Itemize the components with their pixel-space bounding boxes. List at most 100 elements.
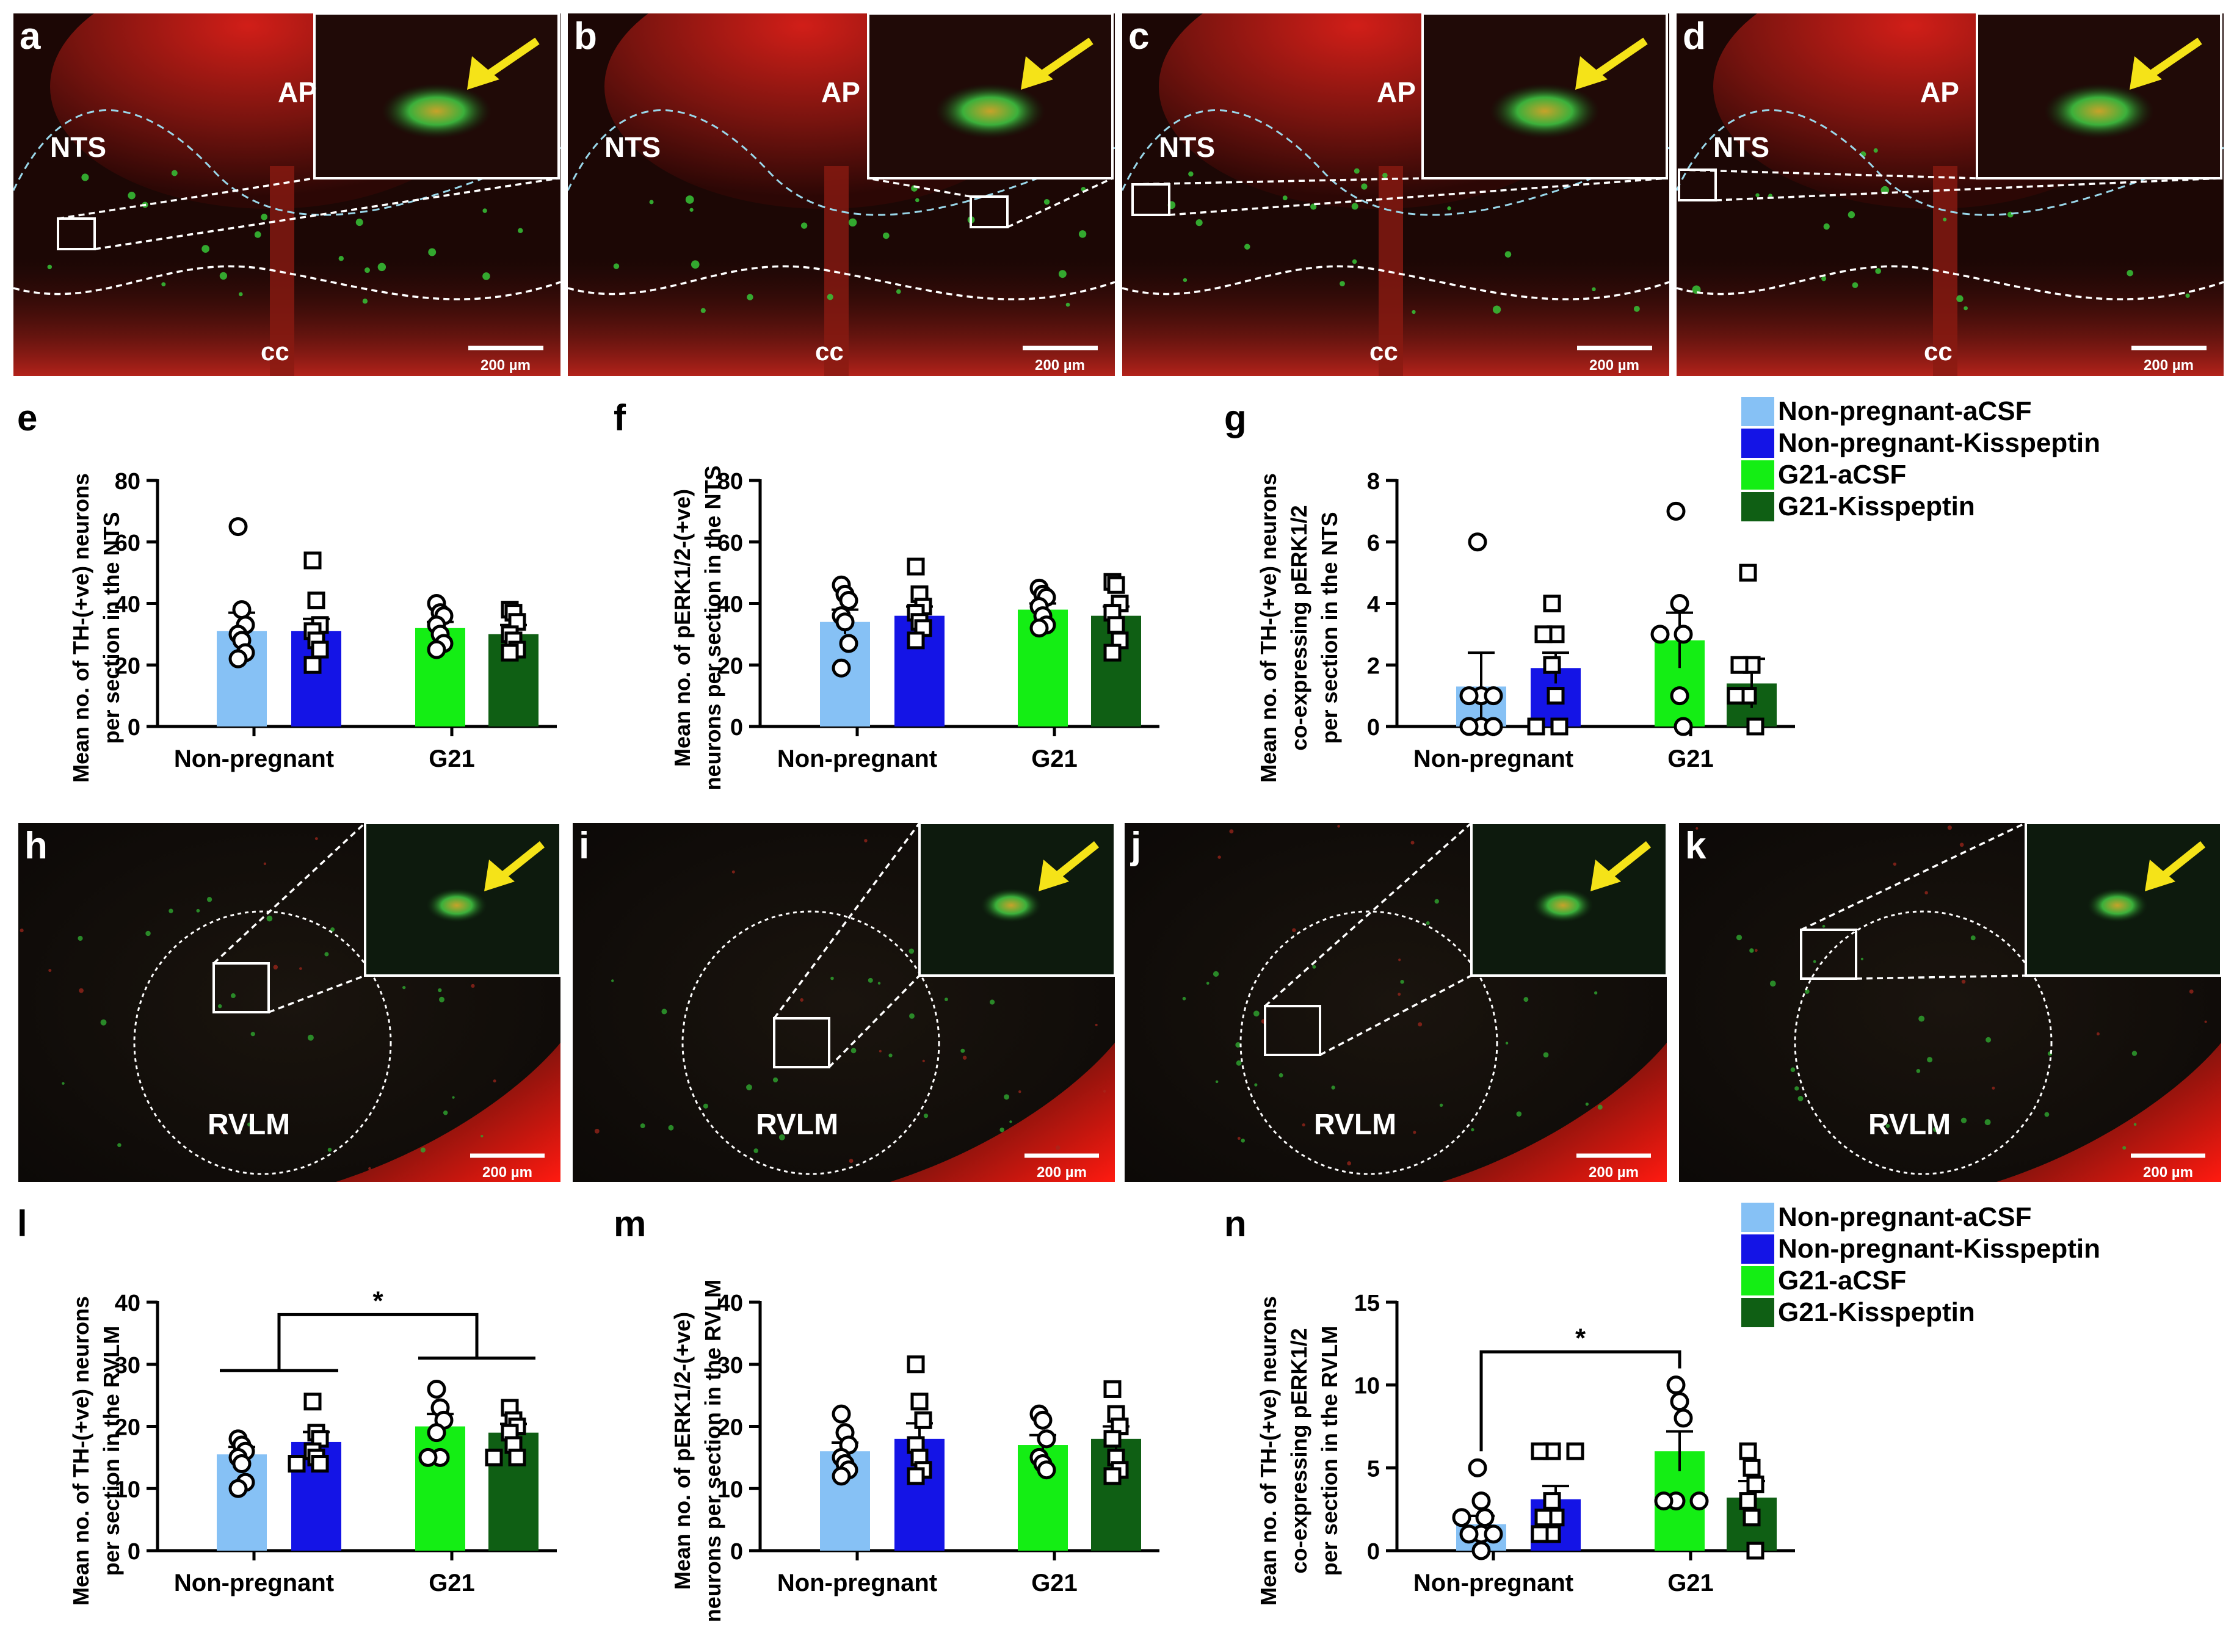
zoom-line [1132, 177, 1423, 186]
y-tick-label: 0 [128, 715, 140, 741]
green-cell [364, 267, 370, 274]
y-tick-label: 80 [115, 469, 140, 495]
legend-label: G21-aCSF [1778, 1266, 1906, 1295]
y-axis-title: co-expressing pERK1/2 [1286, 505, 1311, 750]
red-cell [1893, 862, 1897, 866]
data-point [232, 600, 252, 620]
arrow-head [1575, 56, 1608, 90]
green-cell [1970, 935, 1976, 941]
y-axis-title: per section in the NTS [99, 512, 124, 744]
legend: Non-pregnant-aCSFNon-pregnant-Kisspeptin… [1741, 396, 2100, 521]
data-point [1459, 717, 1479, 736]
red-cell [1754, 949, 1758, 952]
data-point [1037, 1460, 1056, 1480]
red-cell [1095, 1023, 1098, 1026]
green-cell [327, 1148, 332, 1152]
green-cell [247, 1122, 252, 1127]
rvlm-outline [681, 910, 940, 1175]
green-cell [1633, 305, 1640, 312]
green-cell [362, 299, 368, 304]
y-axis-title: per section in the RVLM [99, 1326, 124, 1576]
region-boundary [568, 265, 1115, 300]
data-point [1033, 1410, 1053, 1430]
green-cell [100, 1019, 107, 1026]
red-cell [493, 1079, 496, 1083]
data-point [1743, 1509, 1761, 1527]
green-cell [923, 1114, 929, 1118]
green-cell [1043, 199, 1050, 205]
green-cell [689, 208, 694, 212]
green-cell [685, 195, 694, 204]
label-rvlm: RVLM [1314, 1109, 1396, 1141]
green-cell [196, 908, 200, 913]
zoom-line [1855, 974, 2026, 980]
green-cell [703, 1103, 708, 1109]
y-tick-label: 30 [717, 1353, 743, 1378]
scale-bar-label: 200 µm [1037, 1164, 1087, 1181]
green-cell [78, 935, 83, 941]
green-cell [999, 1128, 1004, 1132]
green-cell [1351, 203, 1358, 210]
green-cell [883, 232, 890, 239]
green-cell [1821, 276, 1827, 281]
green-cell [1182, 996, 1186, 1001]
panel-letter: l [17, 1203, 27, 1244]
green-cell [1505, 1042, 1509, 1045]
data-point [1746, 717, 1764, 736]
green-cell [1361, 183, 1368, 190]
red-cell [20, 929, 24, 933]
x-category-label: G21 [429, 745, 475, 772]
green-cell [169, 908, 173, 913]
y-tick-label: 6 [1367, 531, 1380, 556]
green-cell [1254, 1083, 1258, 1087]
data-point [1746, 1542, 1764, 1560]
red-cell [2204, 1020, 2207, 1023]
green-cell [1873, 148, 1878, 153]
red-cell [1018, 1090, 1021, 1093]
red-cell [1055, 1145, 1061, 1150]
red-cell [1347, 1161, 1352, 1165]
y-axis-title: neurons per section in the NTS [700, 465, 725, 790]
x-category-label: Non-pregnant [1413, 1570, 1573, 1596]
roi-box [212, 962, 270, 1013]
data-point [1527, 717, 1545, 736]
green-cell [1195, 219, 1203, 226]
green-cell [1523, 997, 1529, 1002]
label-cc: cc [1924, 337, 1953, 366]
green-cell [438, 988, 442, 993]
green-cell [1447, 206, 1451, 211]
green-cell [1749, 948, 1754, 953]
red-cell [1695, 827, 1699, 830]
red-cell [299, 967, 302, 970]
green-cell [668, 1125, 674, 1131]
panel-letter: d [1683, 15, 1706, 57]
data-point [1666, 501, 1686, 521]
green-cell [1592, 287, 1596, 292]
region-boundary [1122, 265, 1669, 300]
green-cell [2133, 1123, 2137, 1126]
green-cell [443, 1110, 448, 1115]
zoom-line [1169, 177, 1667, 216]
green-cell [1382, 172, 1388, 178]
red-cell [1961, 979, 1966, 984]
y-tick-label: 40 [115, 592, 140, 618]
green-cell [219, 272, 228, 280]
red-cell [314, 837, 318, 841]
green-cell [1241, 1139, 1246, 1143]
zoom-line [57, 177, 315, 220]
red-cell [48, 969, 52, 973]
data-point [228, 1479, 248, 1498]
data-point [1670, 1392, 1689, 1411]
red-cell [1217, 855, 1221, 859]
green-cell [1916, 1068, 1921, 1073]
nts-outline [13, 109, 560, 216]
green-cell [330, 927, 335, 932]
data-point [427, 1423, 446, 1443]
data-point [307, 591, 325, 609]
legend-swatch [1741, 429, 1774, 458]
micrograph-j: RVLM 200 µm j [1125, 823, 1667, 1182]
label-ap: AP [1920, 76, 1959, 108]
green-cell [1933, 1127, 1938, 1132]
zoom-line [1007, 177, 1113, 228]
green-cell [773, 1077, 778, 1083]
